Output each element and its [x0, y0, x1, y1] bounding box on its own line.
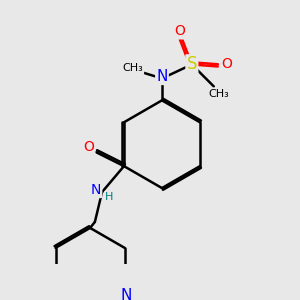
Text: CH₃: CH₃: [208, 88, 229, 99]
Text: S: S: [187, 56, 197, 74]
Text: N: N: [156, 69, 168, 84]
Text: O: O: [83, 140, 94, 154]
Text: H: H: [105, 192, 113, 202]
Text: N: N: [121, 288, 132, 300]
Text: CH₃: CH₃: [122, 64, 143, 74]
Text: O: O: [221, 58, 232, 71]
Text: N: N: [91, 183, 101, 197]
Text: O: O: [175, 24, 185, 38]
